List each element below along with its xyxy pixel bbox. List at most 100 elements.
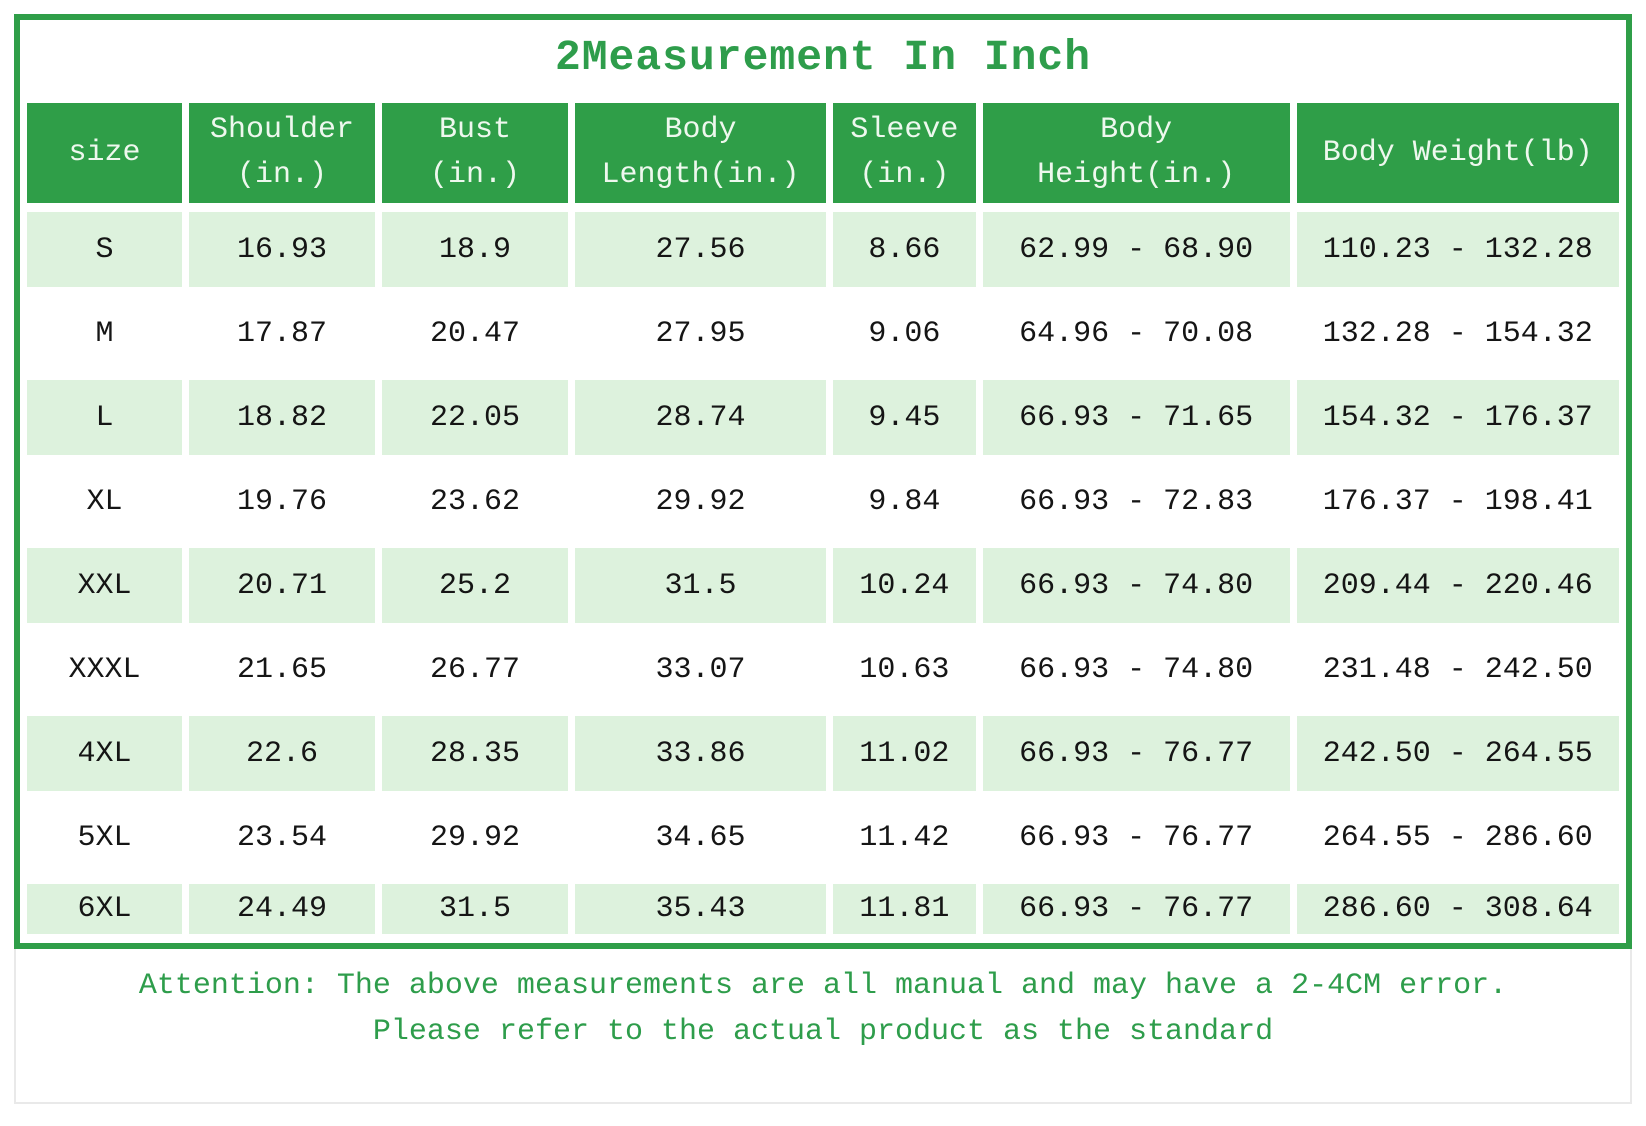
header-label: Length(in.) bbox=[601, 158, 800, 192]
size-row: 4XL 22.6 28.35 33.86 11.02 66.93 - 76.77 242.5… bbox=[27, 716, 1619, 791]
header-cell-body-height: Body Height(in.) bbox=[982, 103, 1290, 203]
measurement-cell: 66.93 - 76.77 bbox=[982, 716, 1290, 791]
measurement-cell: 18.9 bbox=[382, 212, 568, 287]
measurement-cell: 9.84 bbox=[868, 484, 941, 519]
header-row: size Shoulder (in.) Bust (in.) Body Leng… bbox=[27, 103, 1619, 203]
header-cell-bust: Bust (in.) bbox=[382, 103, 568, 203]
measurement-cell: 154.32 - 176.37 bbox=[1296, 380, 1619, 455]
measurement-cell: 25.2 bbox=[382, 548, 568, 623]
measurement-cell: 22.05 bbox=[382, 380, 568, 455]
measurement-cell: 231.48 - 242.50 bbox=[1322, 652, 1593, 687]
header-label: Body bbox=[664, 113, 737, 147]
size-row: 6XL 24.49 31.5 35.43 11.81 66.93 - 76.77 286.6… bbox=[27, 884, 1619, 934]
measurement-cell: 28.35 bbox=[382, 716, 568, 791]
size-label-cell: 4XL bbox=[27, 716, 182, 791]
measurement-cell: 29.92 bbox=[655, 484, 746, 519]
size-label-cell: XL bbox=[86, 484, 123, 519]
measurement-cell: 24.49 bbox=[189, 884, 375, 934]
measurement-cell: 35.43 bbox=[575, 884, 827, 934]
size-table-header: size Shoulder (in.) Bust (in.) Body Leng… bbox=[27, 103, 1619, 203]
measurement-cell: 11.42 bbox=[859, 820, 950, 855]
measurement-cell: 21.65 bbox=[236, 652, 327, 687]
header-cell-sleeve: Sleeve (in.) bbox=[833, 103, 976, 203]
measurement-cell: 33.07 bbox=[655, 652, 746, 687]
size-row: XL 19.76 23.62 29.92 9.84 66.93 - 72.83 176.37… bbox=[27, 464, 1619, 539]
measurement-cell: 23.62 bbox=[429, 484, 520, 519]
measurement-cell: 20.71 bbox=[189, 548, 375, 623]
measurement-cell: 110.23 - 132.28 bbox=[1296, 212, 1619, 287]
measurement-cell: 22.6 bbox=[189, 716, 375, 791]
measurement-cell: 66.93 - 76.77 bbox=[1019, 820, 1254, 855]
size-label-cell: M bbox=[95, 316, 114, 351]
measurement-cell: 18.82 bbox=[189, 380, 375, 455]
measurement-cell: 27.56 bbox=[575, 212, 827, 287]
measurement-cell: 33.86 bbox=[575, 716, 827, 791]
measurement-cell: 66.93 - 71.65 bbox=[982, 380, 1290, 455]
size-label-cell: 5XL bbox=[77, 820, 132, 855]
measurement-cell: 9.06 bbox=[868, 316, 941, 351]
header-label: size bbox=[68, 135, 141, 170]
header-cell-size: size bbox=[27, 103, 182, 203]
measurement-cell: 26.77 bbox=[429, 652, 520, 687]
size-label-cell: S bbox=[27, 212, 182, 287]
measurement-cell: 286.60 - 308.64 bbox=[1296, 884, 1619, 934]
measurement-cell: 66.93 - 72.83 bbox=[1019, 484, 1254, 519]
measurement-cell: 29.92 bbox=[429, 820, 520, 855]
size-table: size Shoulder (in.) Bust (in.) Body Leng… bbox=[20, 94, 1626, 943]
header-label: Height(in.) bbox=[1037, 158, 1236, 192]
measurement-cell: 20.47 bbox=[429, 316, 520, 351]
size-label-cell: L bbox=[27, 380, 182, 455]
size-row: S 16.93 18.9 27.56 8.66 62.99 - 68.90 110.23 -… bbox=[27, 212, 1619, 287]
measurement-cell: 66.93 - 74.80 bbox=[982, 548, 1290, 623]
header-label: Body Weight(lb) bbox=[1322, 135, 1593, 170]
header-cell-body-weight: Body Weight(lb) bbox=[1296, 103, 1619, 203]
size-row: 5XL 23.54 29.92 34.65 11.42 66.93 - 76.77 264.… bbox=[27, 800, 1619, 875]
measurement-cell: 62.99 - 68.90 bbox=[982, 212, 1290, 287]
size-label-cell: 6XL bbox=[27, 884, 182, 934]
measurement-cell: 176.37 - 198.41 bbox=[1322, 484, 1593, 519]
size-chart-title: 2Measurement In Inch bbox=[554, 32, 1092, 82]
measurement-cell: 132.28 - 154.32 bbox=[1322, 316, 1593, 351]
header-label: Bust bbox=[438, 113, 511, 147]
measurement-cell: 10.24 bbox=[833, 548, 976, 623]
size-chart: 2Measurement In Inch size Should bbox=[14, 14, 1632, 1104]
measurement-cell: 64.96 - 70.08 bbox=[1019, 316, 1254, 351]
size-row: XXL 20.71 25.2 31.5 10.24 66.93 - 74.80 209.44… bbox=[27, 548, 1619, 623]
measurement-cell: 11.02 bbox=[833, 716, 976, 791]
measurement-cell: 11.81 bbox=[833, 884, 976, 934]
measurement-cell: 264.55 - 286.60 bbox=[1322, 820, 1593, 855]
measurement-cell: 209.44 - 220.46 bbox=[1296, 548, 1619, 623]
attention-note-line-2: Please refer to the actual product as th… bbox=[372, 1015, 1274, 1049]
header-label: (in.) bbox=[429, 158, 520, 192]
header-label: Body bbox=[1100, 113, 1173, 147]
measurement-cell: 10.63 bbox=[859, 652, 950, 687]
measurement-cell: 66.93 - 76.77 bbox=[982, 884, 1290, 934]
header-label: Sleeve bbox=[850, 113, 959, 147]
header-cell-body-length: Body Length(in.) bbox=[575, 103, 827, 203]
measurement-cell: 17.87 bbox=[236, 316, 327, 351]
size-chart-box: 2Measurement In Inch size Should bbox=[14, 14, 1632, 949]
measurement-cell: 28.74 bbox=[575, 380, 827, 455]
size-table-body: S 16.93 18.9 27.56 8.66 62.99 - 68.90 110.23 -… bbox=[27, 212, 1619, 934]
measurement-cell: 23.54 bbox=[236, 820, 327, 855]
size-row: L 18.82 22.05 28.74 9.45 66.93 - 71.65 154.32 … bbox=[27, 380, 1619, 455]
measurement-cell: 34.65 bbox=[655, 820, 746, 855]
header-label: (in.) bbox=[236, 158, 327, 192]
measurement-cell: 66.93 - 74.80 bbox=[1019, 652, 1254, 687]
size-label-cell: XXL bbox=[27, 548, 182, 623]
size-row: XXXL 21.65 26.77 33.07 10.63 66.93 - 74.80 231… bbox=[27, 632, 1619, 707]
size-label-cell: XXXL bbox=[68, 652, 141, 687]
measurement-cell: 31.5 bbox=[575, 548, 827, 623]
attention-note-line-1: Attention: The above measurements are al… bbox=[138, 969, 1508, 1003]
measurement-cell: 16.93 bbox=[189, 212, 375, 287]
size-row: M 17.87 20.47 27.95 9.06 64.96 - 70.08 132.28 … bbox=[27, 296, 1619, 371]
header-label: (in.) bbox=[859, 158, 950, 192]
header-cell-shoulder: Shoulder (in.) bbox=[189, 103, 375, 203]
attention-note: Attention: The above measurements are al… bbox=[14, 949, 1632, 1104]
measurement-cell: 19.76 bbox=[236, 484, 327, 519]
measurement-cell: 242.50 - 264.55 bbox=[1296, 716, 1619, 791]
header-label: Shoulder bbox=[209, 113, 355, 147]
measurement-cell: 31.5 bbox=[382, 884, 568, 934]
measurement-cell: 9.45 bbox=[833, 380, 976, 455]
measurement-cell: 27.95 bbox=[655, 316, 746, 351]
